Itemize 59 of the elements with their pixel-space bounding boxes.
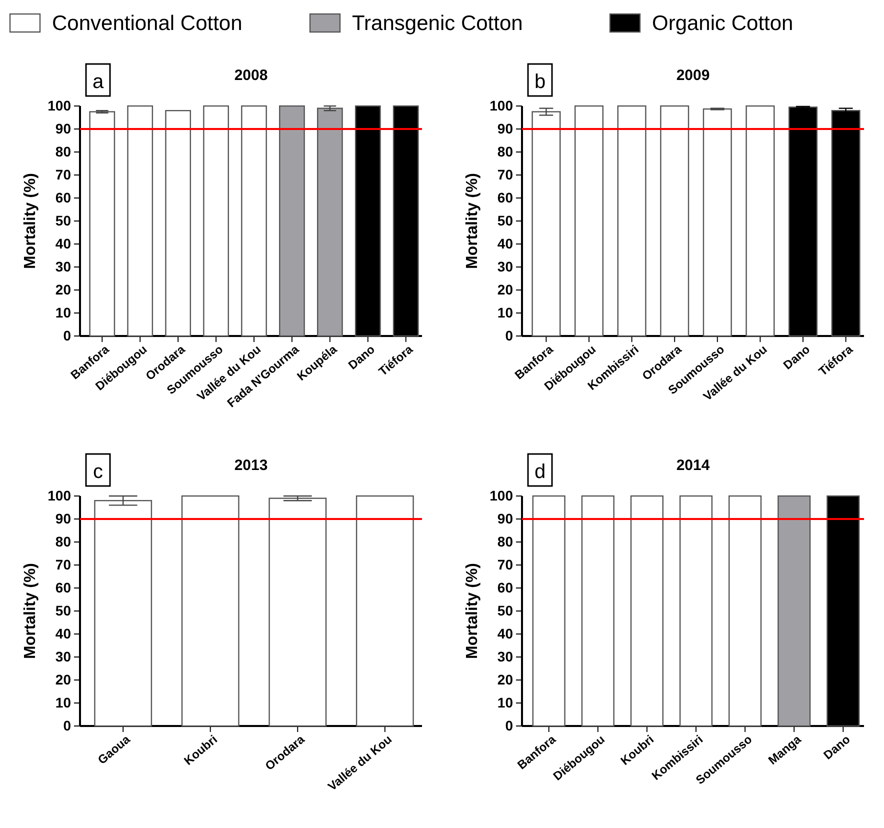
text: a xyxy=(92,71,104,93)
y-tick-label: 70 xyxy=(55,556,72,572)
y-tick-label: 10 xyxy=(55,304,72,320)
y-tick-label: 90 xyxy=(55,510,72,526)
y-tick-label: 60 xyxy=(55,579,72,596)
y-tick-label: 100 xyxy=(490,97,514,114)
y-tick-label: 10 xyxy=(497,304,514,320)
y-tick-label: 60 xyxy=(497,189,514,206)
y-axis-title: Mortality (%) xyxy=(464,173,481,269)
y-tick-label: 90 xyxy=(55,120,72,136)
y-tick-label: 50 xyxy=(55,212,72,228)
legend-label: Transgenic Cotton xyxy=(352,12,523,35)
y-tick-label: 90 xyxy=(497,510,514,526)
y-tick-label: 30 xyxy=(497,258,514,274)
y-tick-label: 40 xyxy=(55,625,72,642)
y-tick-label: 10 xyxy=(55,694,72,710)
y-tick-label: 100 xyxy=(48,97,72,114)
y-tick-label: 60 xyxy=(497,579,514,596)
chart-title: 2013 xyxy=(234,457,268,474)
y-tick-label: 100 xyxy=(48,487,72,504)
y-tick-label: 40 xyxy=(497,625,514,642)
y-tick-label: 50 xyxy=(497,212,514,228)
chart-title: 2008 xyxy=(234,67,268,84)
legend-label: Conventional Cotton xyxy=(52,12,242,35)
y-tick-label: 20 xyxy=(497,281,514,298)
y-tick-label: 100 xyxy=(490,487,514,504)
y-tick-label: 60 xyxy=(55,189,72,206)
chart-title: 2009 xyxy=(676,67,710,84)
y-tick-label: 80 xyxy=(497,143,514,160)
y-tick-label: 0 xyxy=(63,327,72,344)
y-tick-label: 50 xyxy=(55,602,72,618)
y-tick-label: 50 xyxy=(497,602,514,618)
y-tick-label: 30 xyxy=(55,258,72,274)
text: d xyxy=(534,461,546,483)
y-tick-label: 20 xyxy=(497,671,514,688)
y-tick-label: 0 xyxy=(505,717,514,734)
y-axis-title: Mortality (%) xyxy=(22,173,39,269)
y-tick-label: 80 xyxy=(55,143,72,160)
y-tick-label: 10 xyxy=(497,694,514,710)
y-tick-label: 80 xyxy=(497,533,514,550)
y-tick-label: 80 xyxy=(55,533,72,550)
y-tick-label: 40 xyxy=(55,235,72,252)
y-tick-label: 40 xyxy=(497,235,514,252)
text: b xyxy=(534,71,546,93)
legend-label: Organic Cotton xyxy=(652,12,794,35)
text: c xyxy=(93,461,103,483)
y-tick-label: 30 xyxy=(55,648,72,664)
y-tick-label: 20 xyxy=(55,671,72,688)
y-tick-label: 30 xyxy=(497,648,514,664)
y-tick-label: 70 xyxy=(55,166,72,182)
y-tick-label: 70 xyxy=(497,556,514,572)
chart-title: 2014 xyxy=(676,457,710,474)
y-tick-label: 0 xyxy=(505,327,514,344)
y-tick-label: 90 xyxy=(497,120,514,136)
y-axis-title: Mortality (%) xyxy=(22,563,39,659)
y-tick-label: 20 xyxy=(55,281,72,298)
y-tick-label: 0 xyxy=(63,717,72,734)
y-axis-title: Mortality (%) xyxy=(464,563,481,659)
y-tick-label: 70 xyxy=(497,166,514,182)
